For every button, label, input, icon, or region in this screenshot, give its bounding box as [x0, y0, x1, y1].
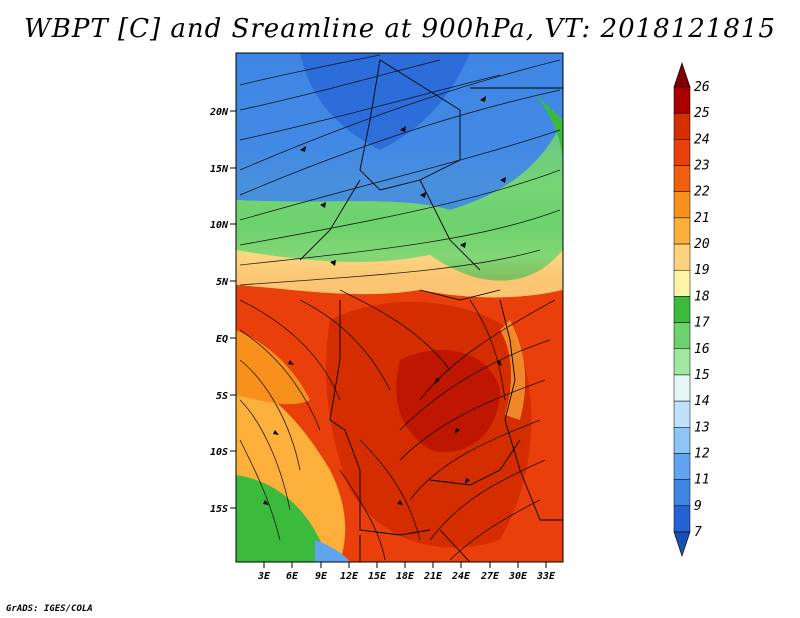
colorbar-label: 15: [694, 368, 710, 383]
colorbar-label: 13: [694, 420, 710, 435]
colorbar-label: 26: [694, 80, 710, 95]
colorbar-segment: [673, 505, 691, 533]
colorbar-top-triangle: [673, 62, 691, 88]
chart-title: WBPT [C] and Sreamline at 900hPa, VT: 20…: [24, 14, 776, 44]
lat-label: 10N: [210, 220, 229, 231]
lon-label: 3E: [257, 571, 271, 582]
colorbar-bottom-triangle: [673, 531, 691, 557]
colorbar-label: 21: [694, 211, 710, 226]
lat-label: 5S: [216, 391, 228, 402]
colorbar-segment: [673, 112, 691, 140]
colorbar-segment: [673, 453, 691, 480]
colorbar-segment: [673, 191, 691, 219]
lon-label: 30E: [508, 571, 528, 582]
lon-label: 33E: [536, 571, 556, 582]
colorbar-segment: [673, 269, 691, 297]
lon-label: 6E: [286, 571, 299, 582]
lat-label: 10S: [210, 447, 228, 458]
colorbar-label: 11: [694, 473, 710, 488]
colorbar-label: 17: [694, 316, 710, 331]
wbpt-field: [236, 53, 563, 562]
lat-label: EQ: [216, 334, 228, 345]
lat-label: 20N: [209, 107, 229, 118]
lon-label: 15E: [368, 571, 387, 582]
colorbar: 26 25 24 23 22 21 20 19 18 17 16 15 14 13 12 11 9 7: [673, 62, 710, 557]
map-frame: [235, 52, 564, 563]
lon-label: 24E: [451, 571, 471, 582]
colorbar-label: 12: [694, 446, 710, 461]
lon-label: 27E: [480, 571, 500, 582]
lat-label: 15N: [210, 164, 229, 175]
colorbar-label: 20: [694, 237, 710, 252]
colorbar-label: 14: [694, 394, 710, 409]
colorbar-segment: [673, 479, 691, 507]
colorbar-segment: [673, 348, 691, 376]
lon-label: 21E: [423, 571, 443, 582]
colorbar-label: 19: [694, 263, 710, 278]
lon-label: 9E: [315, 571, 328, 582]
colorbar-label: 24: [694, 132, 710, 147]
colorbar-segment: [673, 400, 691, 428]
colorbar-segment: [673, 296, 691, 323]
colorbar-label: 25: [694, 106, 710, 121]
colorbar-label: 18: [694, 289, 710, 304]
colorbar-label: 22: [694, 185, 710, 200]
colorbar-segment: [673, 139, 691, 166]
colorbar-segment: [673, 165, 691, 192]
lat-axis: 20N 15N 10N 5N EQ 5S 10S 15S: [209, 107, 236, 515]
lat-label: 5N: [216, 277, 229, 288]
colorbar-segment: [673, 86, 691, 114]
lat-label: 15S: [210, 504, 228, 515]
colorbar-label: 7: [694, 525, 702, 540]
lon-label: 18E: [396, 571, 415, 582]
lon-label: 12E: [340, 571, 359, 582]
colorbar-segment: [673, 217, 691, 245]
colorbar-segment: [673, 322, 691, 350]
colorbar-label: 9: [694, 499, 702, 514]
colorbar-segment: [673, 427, 691, 454]
colorbar-label: 23: [694, 159, 710, 174]
footer-credit: GrADS: IGES/COLA: [6, 604, 93, 614]
colorbar-segment: [673, 243, 691, 271]
colorbar-label: 16: [694, 342, 710, 357]
lon-axis: 3E 6E 9E 12E 15E 18E 21E 24E 27E 30E 33E: [257, 562, 556, 582]
colorbar-segment: [673, 374, 691, 402]
